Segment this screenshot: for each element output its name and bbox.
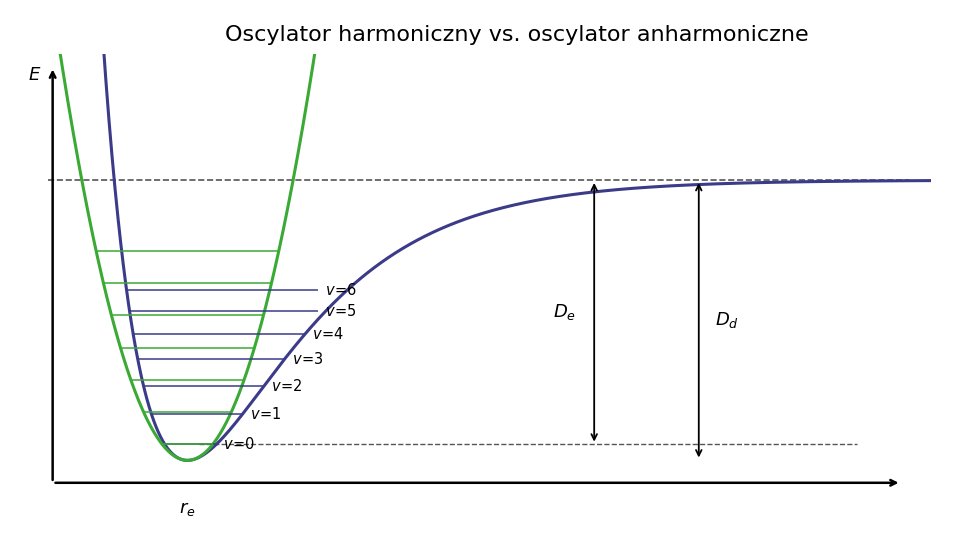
Text: $v\!=\!4$: $v\!=\!4$ (312, 326, 345, 342)
Text: $D_e$: $D_e$ (553, 302, 576, 322)
Text: $r_e$: $r_e$ (180, 500, 196, 518)
Text: $v\!=\!0$: $v\!=\!0$ (223, 436, 255, 453)
Text: $v\!=\!3$: $v\!=\!3$ (292, 351, 324, 367)
Text: Oscylator harmoniczny vs. oscylator anharmoniczne: Oscylator harmoniczny vs. oscylator anha… (225, 25, 808, 45)
Text: $D_d$: $D_d$ (715, 310, 739, 330)
Text: $E$: $E$ (28, 66, 41, 84)
Text: $v\!=\!5$: $v\!=\!5$ (324, 303, 356, 319)
Text: $v\!=\!1$: $v\!=\!1$ (250, 406, 281, 422)
Text: $v\!=\!6$: $v\!=\!6$ (324, 282, 357, 298)
Text: $v\!=\!2$: $v\!=\!2$ (272, 377, 303, 394)
